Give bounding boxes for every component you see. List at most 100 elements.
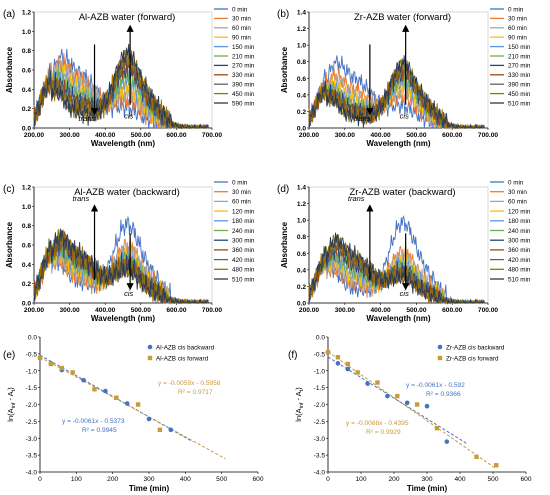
spectra-group xyxy=(308,215,485,305)
y-tick-label: -2.0 xyxy=(314,402,326,409)
y-tick-label: -4.0 xyxy=(26,470,38,477)
legend-label: 510 min xyxy=(232,276,255,283)
y-tick-label: 0.8 xyxy=(297,234,306,241)
data-point xyxy=(345,366,351,372)
panel-label: (f) xyxy=(288,350,297,361)
panel-title: Zr-AZB water (backward) xyxy=(349,187,455,198)
y-tick-label: 1.2 xyxy=(22,10,31,17)
legend-label: 120 min xyxy=(508,208,531,215)
y-tick-label: -1.0 xyxy=(314,368,326,375)
y-label-part: ln(A xyxy=(294,408,303,421)
data-point xyxy=(365,381,370,386)
legend-label: Al-AZB cis forward xyxy=(156,355,209,362)
x-tick-label: 600.00 xyxy=(166,307,187,314)
x-tick-label: 700.00 xyxy=(478,132,499,139)
trans-annotation: trans xyxy=(79,114,96,123)
spectrum-line xyxy=(33,229,209,305)
y-label-part: t xyxy=(11,389,17,391)
legend-label: 390 min xyxy=(508,82,531,89)
spectrum-line xyxy=(308,59,485,130)
x-tick-label: 400 xyxy=(454,476,465,483)
cis-annotation: cis xyxy=(124,112,133,121)
x-tick-label: 500.00 xyxy=(131,307,152,314)
legend-label: 450 min xyxy=(232,91,255,98)
legend-label: 30 min xyxy=(508,16,527,23)
spectrum-line xyxy=(33,228,209,305)
y-tick-label: 1.2 xyxy=(297,26,306,33)
legend-label: 420 min xyxy=(232,257,255,264)
x-tick-label: 500.00 xyxy=(406,132,427,139)
spectrum-line xyxy=(33,49,209,130)
spectrum-line xyxy=(33,43,209,130)
x-tick-label: 100 xyxy=(71,476,82,483)
panel-label: (d) xyxy=(277,184,289,195)
panel-title: Al-AZB water (forward) xyxy=(79,12,176,23)
x-axis-label: Time (min) xyxy=(407,484,448,493)
y-tick-label: 1.0 xyxy=(22,204,31,211)
x-tick-label: 300.00 xyxy=(60,132,81,139)
x-axis-label: Time (min) xyxy=(129,484,170,493)
x-tick-label: 600.00 xyxy=(442,307,463,314)
y-tick-label: -4.0 xyxy=(314,470,326,477)
y-tick-label: 0.4 xyxy=(297,92,306,99)
cis-annotation: cis xyxy=(124,289,133,298)
legend-label: 0 min xyxy=(508,179,524,186)
y-tick-label: 0.4 xyxy=(22,262,31,269)
x-tick-label: 600 xyxy=(252,476,263,483)
legend-label: 300 min xyxy=(232,238,255,245)
fit-r2: R² = 0.9366 xyxy=(426,391,461,398)
fit-line xyxy=(327,351,497,470)
data-point xyxy=(157,427,163,433)
data-point xyxy=(146,416,152,422)
x-tick-label: 400.00 xyxy=(95,307,116,314)
y-tick-label: 0.0 xyxy=(297,301,306,308)
fit-line xyxy=(39,356,226,460)
x-tick-label: 200.00 xyxy=(24,307,45,314)
spectrum-line xyxy=(308,232,485,305)
data-point xyxy=(103,388,108,394)
x-tick-label: 500 xyxy=(216,476,227,483)
data-point xyxy=(135,402,141,407)
x-tick-label: 300 xyxy=(421,476,432,483)
data-point xyxy=(70,370,75,375)
x-tick-label: 300.00 xyxy=(60,307,81,314)
x-tick-label: 700.00 xyxy=(202,132,223,139)
legend-label: 0 min xyxy=(232,6,248,13)
data-point xyxy=(395,393,400,399)
y-tick-label: 1.2 xyxy=(22,185,31,192)
legend-label: 30 min xyxy=(232,16,251,23)
data-point xyxy=(494,463,499,468)
x-tick-label: 500 xyxy=(487,476,498,483)
y-tick-label: 0.4 xyxy=(297,267,306,274)
x-tick-label: 0 xyxy=(326,476,330,483)
legend-label: 480 min xyxy=(508,267,531,274)
data-point xyxy=(474,454,479,460)
y-tick-label: 0.0 xyxy=(22,126,31,133)
legend-label: 270 min xyxy=(232,63,255,70)
x-axis-label: Wavelength (nm) xyxy=(366,139,430,148)
legend-marker xyxy=(437,355,443,361)
y-axis-label: Absorbance xyxy=(5,46,14,93)
panel-title: Al-AZB water (backward) xyxy=(74,187,180,198)
legend-label: 120 min xyxy=(232,208,255,215)
y-label-part: - A xyxy=(294,391,303,402)
legend-marker xyxy=(147,344,153,350)
x-tick-label: 700.00 xyxy=(478,307,499,314)
panel-label: (a) xyxy=(3,9,15,20)
legend-label: 0 min xyxy=(232,179,248,186)
y-label-part: ln(A xyxy=(6,408,15,421)
x-tick-label: 200 xyxy=(388,476,399,483)
x-tick-label: 600.00 xyxy=(442,132,463,139)
y-label-part: inf xyxy=(299,402,305,408)
y-tick-label: -2.5 xyxy=(314,419,326,426)
legend-marker xyxy=(147,355,153,361)
x-tick-label: 400.00 xyxy=(371,307,392,314)
data-point xyxy=(37,355,43,361)
data-point xyxy=(168,427,174,433)
x-tick-label: 500.00 xyxy=(131,132,152,139)
y-axis-label: ln(Ainf - At) xyxy=(6,387,17,422)
y-tick-label: -1.5 xyxy=(26,385,38,392)
data-point xyxy=(414,402,420,407)
legend-label: 60 min xyxy=(508,25,527,32)
y-tick-label: 0.0 xyxy=(316,335,325,342)
